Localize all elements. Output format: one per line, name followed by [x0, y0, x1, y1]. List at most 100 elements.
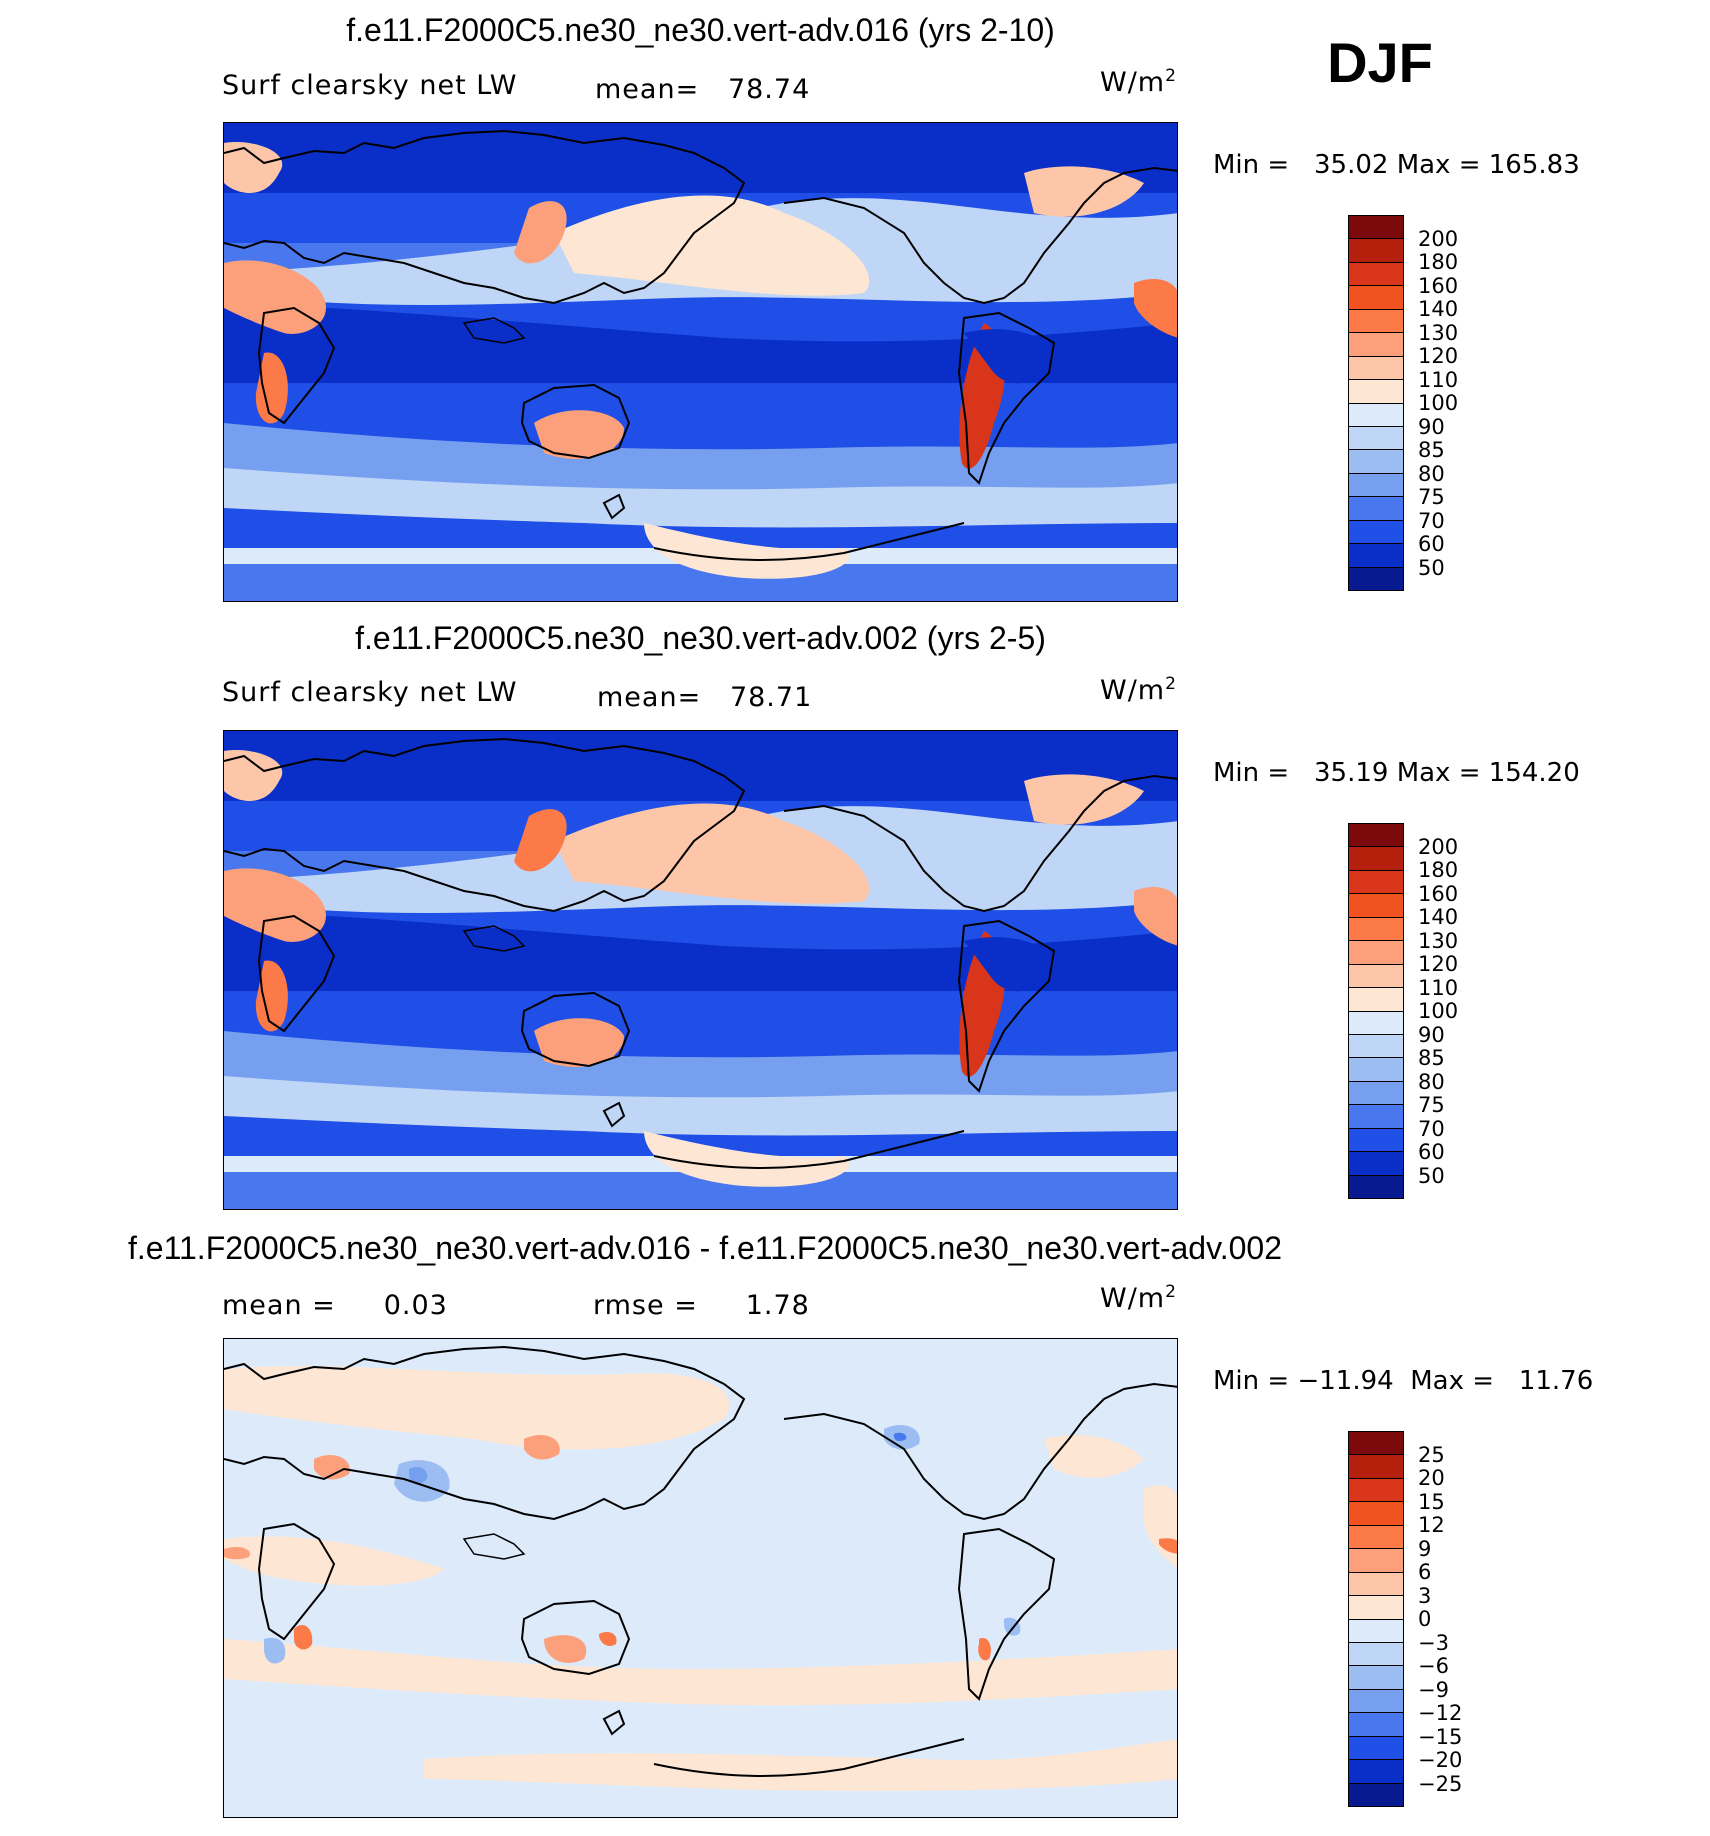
colorbar-tick-label: 100	[1418, 999, 1459, 1023]
panel-3-title: f.e11.F2000C5.ne30_ne30.vert-adv.016 - f…	[128, 1230, 1282, 1266]
colorbar-swatch	[1349, 1619, 1403, 1643]
colorbar-swatch	[1349, 870, 1403, 895]
panel-3-mean-value: 0.03	[383, 1290, 448, 1321]
panel-3-units: W/m2	[1100, 1282, 1177, 1314]
colorbar-tick-label: 180	[1418, 858, 1459, 882]
panel-3-map	[223, 1338, 1178, 1818]
panel-2-mean: mean= 78.71	[597, 682, 812, 713]
panel-1-units: W/m2	[1100, 66, 1177, 98]
colorbar-tick-label: 160	[1418, 881, 1459, 906]
colorbar-swatch	[1349, 1081, 1403, 1106]
panel-2-min-value: 35.19	[1313, 758, 1389, 788]
colorbar-tick-label: 80	[1418, 461, 1445, 486]
colorbar-tick-label: 75	[1418, 1093, 1445, 1117]
panel-3-minmax: Min = −11.94 Max = 11.76	[1213, 1366, 1593, 1396]
panel-2-units: W/m2	[1100, 674, 1177, 706]
colorbar-swatch	[1349, 520, 1403, 545]
colorbar-swatch	[1349, 1432, 1403, 1456]
panel-2-colorbar: 200 180 160 140 130 120 110 100 90 85 80 75 70 60 50	[1348, 823, 1458, 1199]
colorbar-swatch	[1349, 1736, 1403, 1761]
panel-1-mean: mean= 78.74	[595, 74, 810, 105]
season-label: DJF	[1327, 31, 1433, 94]
panel-3-rmse: rmse = 1.78	[593, 1290, 810, 1321]
panel-1-max-label: Max =	[1396, 150, 1481, 180]
colorbar-swatch	[1349, 941, 1403, 965]
colorbar-swatch	[1349, 1666, 1403, 1690]
panel-1-map	[223, 122, 1178, 602]
colorbar-swatch	[1349, 286, 1403, 310]
colorbar-tick-label: 110	[1418, 367, 1459, 392]
panel-3-colorbar: 25 20 15 12 9 6 3 0 −3 −6 −9 −12 −15 −20 −25	[1348, 1431, 1462, 1807]
colorbar-swatch	[1349, 262, 1403, 287]
colorbar-tick-label: 120	[1418, 952, 1459, 976]
colorbar-swatch	[1349, 356, 1403, 381]
colorbar-tick-label: 85	[1418, 438, 1445, 462]
colorbar-swatch	[1349, 473, 1403, 498]
colorbar-tick-label: −25	[1418, 1771, 1463, 1796]
colorbar-swatch	[1349, 1596, 1403, 1620]
colorbar-swatch	[1349, 1105, 1403, 1129]
colorbar-swatch	[1349, 1175, 1403, 1198]
colorbar-tick-label: 110	[1418, 975, 1459, 1000]
panel-1-colorbar: 200 180 160 140 130 120 110 100 90 85 80 75 70 60 50	[1348, 215, 1458, 591]
panel-2-mean-value: 78.71	[729, 682, 813, 713]
panel-1-mean-value: 78.74	[727, 74, 811, 105]
colorbar-swatch	[1349, 1152, 1403, 1176]
panel-2-minmax: Min = 35.19 Max = 154.20	[1213, 758, 1580, 788]
colorbar-box	[1348, 215, 1404, 591]
colorbar-swatch	[1349, 1478, 1403, 1503]
colorbar-box	[1348, 1431, 1404, 1807]
colorbar-tick-label: 15	[1418, 1489, 1445, 1514]
panel-2-min-label: Min =	[1213, 758, 1290, 788]
colorbar-swatch	[1349, 497, 1403, 521]
panel-2-units-exp: 2	[1165, 674, 1177, 694]
colorbar-swatch	[1349, 380, 1403, 404]
panel-2-max-value: 154.20	[1488, 758, 1580, 788]
colorbar-tick-label: 130	[1418, 320, 1459, 345]
panel-2-map	[223, 730, 1178, 1210]
panel-1-min-value: 35.02	[1313, 150, 1389, 180]
colorbar-swatch	[1349, 1689, 1403, 1714]
colorbar-swatch	[1349, 450, 1403, 474]
panel-1-units-exp: 2	[1165, 66, 1177, 86]
colorbar-tick-label: 140	[1418, 297, 1459, 321]
panel-3-mean: mean = 0.03	[222, 1290, 448, 1321]
colorbar-tick-label: 180	[1418, 250, 1459, 274]
panel-1-map-field	[224, 123, 1177, 601]
colorbar-swatch	[1349, 216, 1403, 240]
colorbar-tick-label: 50	[1418, 1163, 1445, 1188]
colorbar-swatch	[1349, 1058, 1403, 1082]
colorbar-tick-label: 20	[1418, 1466, 1445, 1490]
colorbar-tick-label: −20	[1418, 1748, 1463, 1772]
panel-3-max-value: 11.76	[1518, 1366, 1594, 1396]
colorbar-tick-label: 60	[1418, 1140, 1445, 1164]
colorbar-swatch	[1349, 1455, 1403, 1479]
colorbar-tick-label: 90	[1418, 1022, 1445, 1047]
colorbar-tick-label: 160	[1418, 273, 1459, 298]
colorbar-swatch	[1349, 1760, 1403, 1784]
colorbar-swatch	[1349, 824, 1403, 848]
colorbar-swatch	[1349, 544, 1403, 568]
panel-1-units-base: W/m	[1100, 67, 1166, 98]
panel-2-mean-label: mean=	[597, 682, 702, 713]
panel-3-map-field	[224, 1339, 1177, 1817]
colorbar-swatch	[1349, 1502, 1403, 1526]
colorbar-tick-label: −12	[1418, 1701, 1463, 1725]
colorbar-swatch	[1349, 988, 1403, 1012]
colorbar-swatch	[1349, 1572, 1403, 1597]
colorbar-swatch	[1349, 964, 1403, 989]
colorbar-tick-label: 50	[1418, 555, 1445, 580]
panel-3-max-label: Max =	[1410, 1366, 1495, 1396]
colorbar-tick-label: 85	[1418, 1046, 1445, 1070]
colorbar-swatch	[1349, 847, 1403, 871]
colorbar-tick-label: 130	[1418, 928, 1459, 953]
colorbar-tick-label: 80	[1418, 1069, 1445, 1094]
colorbar-swatch	[1349, 1549, 1403, 1573]
panel-2-units-base: W/m	[1100, 675, 1166, 706]
panel-1-mean-label: mean=	[595, 74, 700, 105]
colorbar-swatch	[1349, 894, 1403, 918]
colorbar-swatch	[1349, 1713, 1403, 1737]
panel-1-min-label: Min =	[1213, 150, 1290, 180]
colorbar-tick-label: 25	[1418, 1442, 1445, 1467]
colorbar-swatch	[1349, 567, 1403, 590]
